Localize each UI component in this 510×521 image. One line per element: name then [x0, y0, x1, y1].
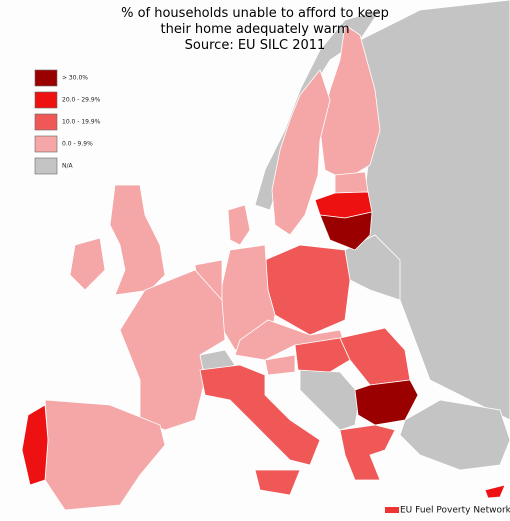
region	[254, 469, 301, 496]
legend-label: 20.0 - 29.9%	[62, 97, 101, 104]
legend-label: 0.0 - 9.9%	[62, 141, 93, 148]
region	[227, 204, 251, 246]
footer-icon	[385, 507, 399, 513]
region	[354, 379, 419, 426]
legend-label: > 30.0%	[62, 75, 88, 82]
title-line: Source: EU SILC 2011	[185, 38, 326, 53]
region	[21, 404, 49, 486]
region	[319, 211, 373, 251]
legend-swatch	[34, 91, 58, 109]
region	[69, 237, 106, 291]
region	[299, 369, 361, 431]
title-line: % of households unable to afford to keep	[121, 6, 389, 21]
legend-swatch	[34, 69, 58, 87]
region	[264, 354, 296, 376]
legend-label: 10.0 - 19.9%	[62, 119, 101, 126]
region	[484, 484, 506, 499]
legend: > 30.0% 20.0 - 29.9% 10.0 - 19.9% 0.0 - 9.9…	[34, 69, 101, 175]
title-line: their home adequately warm	[161, 22, 350, 37]
region	[399, 399, 510, 471]
region	[294, 337, 351, 373]
region	[334, 171, 369, 194]
regions	[21, 0, 510, 511]
region	[199, 364, 321, 466]
region	[119, 269, 226, 431]
footer: EU Fuel Poverty Network	[400, 506, 510, 516]
region	[271, 69, 331, 236]
legend-swatch	[34, 157, 58, 175]
legend-label: N/A	[62, 163, 74, 170]
legend-swatch	[34, 135, 58, 153]
region	[339, 424, 396, 481]
title: % of households unable to afford to keep…	[121, 6, 389, 53]
legend-swatch	[34, 113, 58, 131]
